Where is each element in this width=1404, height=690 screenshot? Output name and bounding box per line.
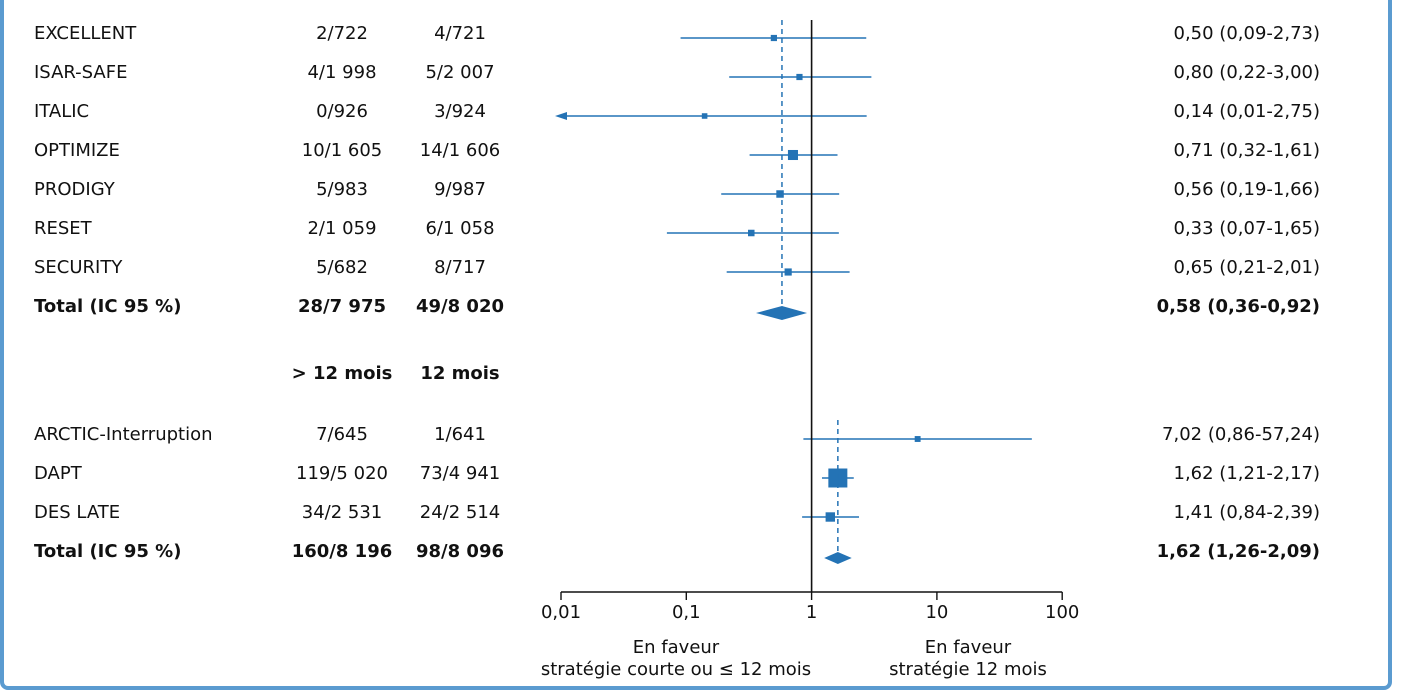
study-events-arm2: 14/1 606 — [419, 140, 501, 161]
study-or-ci: 0,71 (0,32-1,61) — [1173, 140, 1321, 161]
point-estimate-square — [748, 229, 755, 237]
study-events-arm1: 0/926 — [316, 101, 368, 122]
study-or-ci: 1,41 (0,84-2,39) — [1173, 502, 1321, 523]
total-events-arm1: 28/7 975 — [298, 296, 386, 317]
point-estimate-square — [701, 113, 708, 119]
study-name: ARCTIC-Interruption — [34, 424, 213, 445]
study-events-arm1: 4/1 998 — [307, 62, 377, 83]
study-or-ci: 0,33 (0,07-1,65) — [1173, 218, 1321, 239]
point-estimate-square — [770, 34, 777, 42]
ci-arrow — [555, 112, 567, 120]
study-name: DAPT — [34, 463, 82, 484]
point-estimate-square — [796, 73, 803, 81]
point-estimate-square — [825, 512, 835, 522]
x-tick-label: 0,1 — [671, 602, 701, 623]
study-events-arm1: 5/983 — [316, 179, 368, 200]
study-events-arm2: 3/924 — [434, 101, 486, 122]
study-events-arm2: 24/2 514 — [419, 502, 501, 523]
point-estimate-square — [914, 436, 921, 442]
total-or-ci: 1,62 (1,26-2,09) — [1156, 541, 1320, 562]
study-or-ci: 1,62 (1,21-2,17) — [1173, 463, 1321, 484]
right-caption-line1: En faveur — [924, 637, 1012, 658]
study-events-arm2: 8/717 — [434, 257, 486, 278]
study-name: PRODIGY — [34, 179, 115, 200]
study-events-arm1: 2/722 — [316, 23, 368, 44]
study-or-ci: 0,65 (0,21-2,01) — [1173, 257, 1321, 278]
study-events-arm2: 4/721 — [434, 23, 486, 44]
group-header-col2: 12 mois — [420, 363, 500, 384]
study-or-ci: 0,56 (0,19-1,66) — [1173, 179, 1321, 200]
study-events-arm1: 10/1 605 — [301, 140, 383, 161]
study-events-arm1: 119/5 020 — [296, 463, 388, 484]
study-events-arm1: 5/682 — [316, 257, 368, 278]
total-label: Total (IC 95 %) — [34, 296, 182, 317]
point-estimate-square — [776, 190, 784, 198]
total-events-arm1: 160/8 196 — [291, 541, 393, 562]
study-events-arm1: 34/2 531 — [301, 502, 383, 523]
total-events-arm2: 98/8 096 — [416, 541, 504, 562]
study-events-arm2: 73/4 941 — [419, 463, 501, 484]
study-or-ci: 0,80 (0,22-3,00) — [1173, 62, 1321, 83]
x-tick-label: 1 — [805, 602, 818, 623]
study-events-arm1: 2/1 059 — [307, 218, 377, 239]
study-name: RESET — [34, 218, 92, 239]
study-name: SECURITY — [34, 257, 123, 278]
forest-plot — [555, 20, 1063, 600]
study-or-ci: 0,14 (0,01-2,75) — [1173, 101, 1321, 122]
study-name: OPTIMIZE — [34, 140, 120, 161]
study-or-ci: 0,50 (0,09-2,73) — [1173, 23, 1321, 44]
study-name: ITALIC — [34, 101, 90, 122]
left-caption-line2: stratégie courte ou ≤ 12 mois — [540, 659, 812, 680]
study-or-ci: 7,02 (0,86-57,24) — [1162, 424, 1320, 445]
study-name: EXCELLENT — [34, 23, 137, 44]
pooled-estimate-diamond — [756, 306, 808, 320]
study-events-arm2: 6/1 058 — [425, 218, 495, 239]
study-events-arm2: 9/987 — [434, 179, 486, 200]
x-tick-label: 100 — [1045, 602, 1080, 623]
study-name: ISAR-SAFE — [34, 62, 128, 83]
study-events-arm1: 7/645 — [316, 424, 368, 445]
pooled-estimate-diamond — [824, 552, 852, 564]
group-header-col1: > 12 mois — [291, 363, 393, 384]
study-events-arm2: 1/641 — [434, 424, 486, 445]
right-caption-line2: stratégie 12 mois — [889, 659, 1047, 680]
study-events-arm2: 5/2 007 — [425, 62, 495, 83]
x-tick-label: 10 — [925, 602, 949, 623]
study-name: DES LATE — [34, 502, 121, 523]
total-label: Total (IC 95 %) — [34, 541, 182, 562]
left-caption-line1: En faveur — [632, 637, 720, 658]
x-tick-label: 0,01 — [540, 602, 582, 623]
point-estimate-square — [787, 149, 798, 161]
total-or-ci: 0,58 (0,36-0,92) — [1156, 296, 1320, 317]
point-estimate-square — [784, 268, 792, 276]
total-events-arm2: 49/8 020 — [416, 296, 504, 317]
